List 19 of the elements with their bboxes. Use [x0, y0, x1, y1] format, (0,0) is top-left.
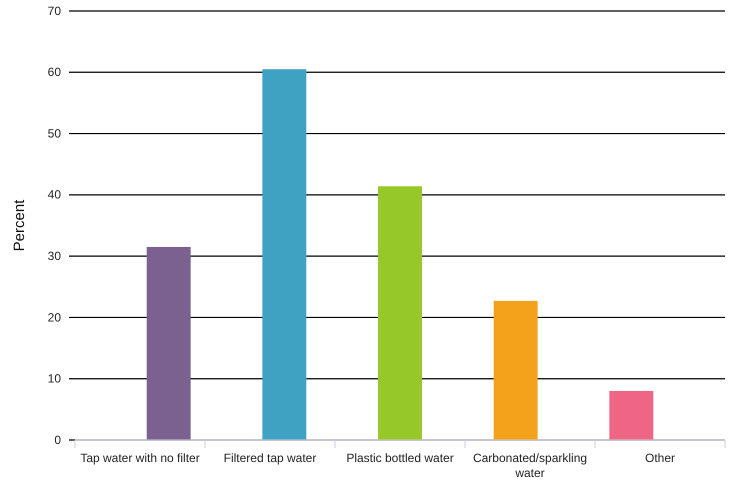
y-tick-label: 60 [48, 65, 62, 80]
bar [262, 69, 306, 440]
y-tick-label: 20 [48, 310, 62, 324]
y-tick-label: 30 [48, 248, 62, 263]
x-tick-label: Other [644, 451, 676, 465]
y-tick-label: 50 [48, 126, 62, 140]
y-tick-label: 10 [48, 372, 62, 386]
y-tick-label: 40 [48, 188, 62, 202]
y-tick-label: 70 [48, 4, 62, 18]
x-tick-label: Carbonated/sparkling water [472, 451, 588, 480]
bar [609, 390, 654, 440]
bar [494, 300, 538, 440]
x-tick-label: Plastic bottled water [346, 451, 454, 465]
y-axis-title: Percent [11, 198, 28, 252]
bar [378, 186, 422, 440]
x-tick-label: Tap water with no filter [80, 451, 200, 465]
bar [146, 246, 191, 440]
y-tick-label: 0 [54, 432, 62, 447]
x-tick-label: Filtered tap water [224, 451, 316, 465]
